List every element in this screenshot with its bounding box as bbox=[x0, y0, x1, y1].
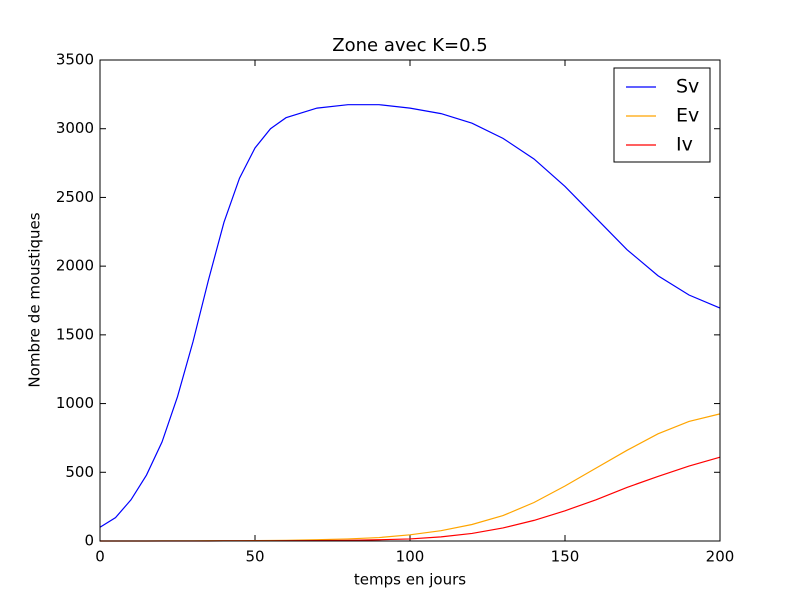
x-tick-label: 150 bbox=[551, 548, 580, 566]
y-tick-label: 2500 bbox=[56, 188, 94, 206]
chart-title: Zone avec K=0.5 bbox=[332, 35, 487, 56]
y-tick-label: 2000 bbox=[56, 257, 94, 275]
plot-frame bbox=[99, 59, 721, 542]
data-line bbox=[99, 104, 721, 528]
y-tick-label: 0 bbox=[84, 532, 94, 550]
legend-label: Sv bbox=[676, 76, 699, 98]
legend-label: Iv bbox=[676, 134, 693, 156]
x-tick-label: 200 bbox=[706, 548, 735, 566]
y-tick-label: 3000 bbox=[56, 119, 94, 137]
x-tick-label: 0 bbox=[95, 548, 105, 566]
y-tick-label: 3500 bbox=[56, 51, 94, 69]
y-axis-label: Nombre de moustiques bbox=[26, 212, 44, 387]
x-tick-label: 50 bbox=[245, 548, 264, 566]
legend-label: Ev bbox=[676, 105, 699, 127]
legend-box bbox=[613, 67, 711, 163]
y-tick-label: 1000 bbox=[56, 394, 94, 412]
x-axis-label: temps en jours bbox=[354, 571, 466, 589]
x-tick-label: 100 bbox=[396, 548, 425, 566]
y-tick-label: 500 bbox=[65, 463, 94, 481]
y-tick-label: 1500 bbox=[56, 325, 94, 343]
